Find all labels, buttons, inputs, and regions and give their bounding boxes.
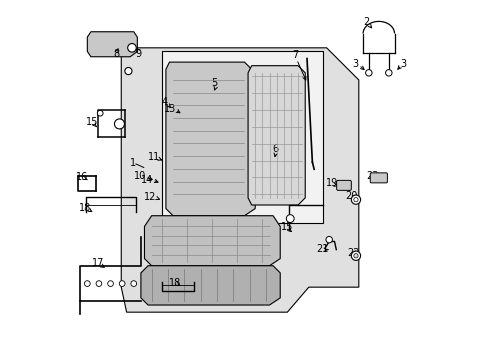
Text: 22: 22 [347,248,359,258]
Circle shape [97,111,103,116]
Text: 16: 16 [76,172,88,183]
Circle shape [385,69,391,76]
Circle shape [107,281,113,287]
Text: 18: 18 [168,278,181,288]
Polygon shape [247,66,305,205]
Circle shape [119,281,125,287]
Text: 3: 3 [400,59,406,69]
Circle shape [353,253,357,258]
Circle shape [353,198,357,202]
Circle shape [350,195,360,204]
Text: 23: 23 [366,171,378,181]
Text: 18: 18 [79,203,91,213]
Circle shape [84,281,90,287]
Circle shape [325,237,332,243]
Polygon shape [165,62,255,216]
Text: 17: 17 [92,258,104,268]
Text: 1: 1 [130,158,136,168]
Text: 5: 5 [211,78,217,88]
Circle shape [124,67,132,75]
Circle shape [350,251,360,260]
Text: 12: 12 [143,192,156,202]
FancyBboxPatch shape [369,173,386,183]
Circle shape [285,215,294,222]
Polygon shape [144,216,280,266]
Text: 6: 6 [272,144,279,154]
Text: 3: 3 [351,59,358,69]
Text: 20: 20 [345,191,357,201]
Text: 15: 15 [280,222,292,232]
Polygon shape [141,266,280,305]
Text: 7: 7 [292,50,298,60]
Circle shape [114,119,124,129]
FancyBboxPatch shape [336,180,350,190]
Text: 21: 21 [316,244,328,254]
Polygon shape [162,51,323,223]
Text: 2: 2 [363,17,369,27]
Text: 11: 11 [147,152,160,162]
Text: 8: 8 [113,49,119,59]
Text: 15: 15 [85,117,98,127]
Polygon shape [121,48,358,312]
Text: 13: 13 [164,104,176,113]
Text: 19: 19 [325,178,338,188]
Text: 4: 4 [161,97,167,107]
Circle shape [96,281,102,287]
Text: 9: 9 [135,49,141,59]
Text: 14: 14 [141,175,153,185]
Circle shape [365,69,371,76]
Circle shape [131,281,136,287]
Polygon shape [87,32,137,57]
Text: 10: 10 [134,171,146,181]
Circle shape [127,44,136,52]
